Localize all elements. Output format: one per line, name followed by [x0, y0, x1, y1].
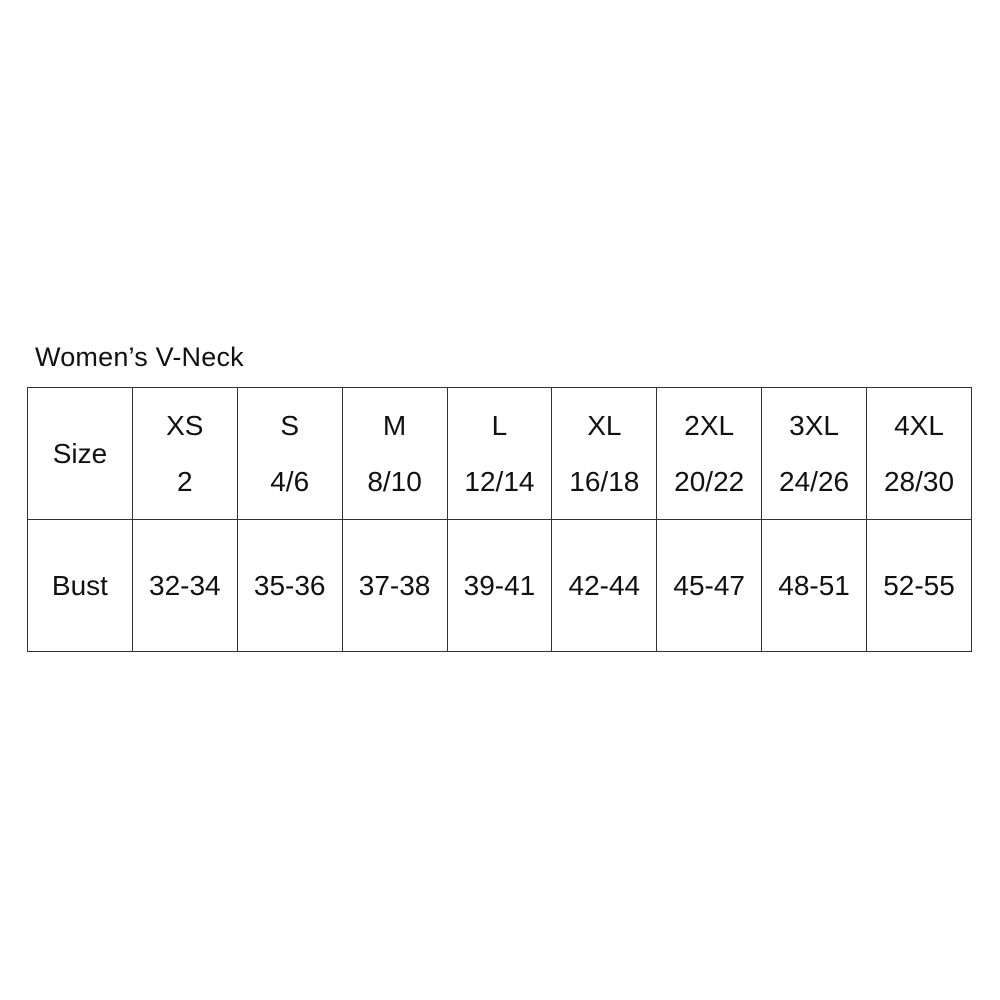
bust-cell-s: 35-36: [236, 519, 343, 652]
size-number: 2: [177, 466, 193, 497]
size-number: 4/6: [270, 466, 310, 497]
size-label: XL: [587, 410, 622, 441]
chart-title: Women’s V-Neck: [35, 342, 244, 372]
size-label: M: [382, 410, 407, 441]
size-cell-s: S 4/6: [236, 387, 343, 520]
bust-cell-4xl: 52-55: [866, 519, 972, 652]
size-chart-table: Size XS 2 S 4/6 M 8/10 L 12/14 XL 16/18: [27, 387, 972, 652]
size-label: L: [491, 410, 508, 441]
size-cell-4xl: 4XL 28/30: [866, 387, 972, 520]
size-label: 2XL: [684, 410, 735, 441]
size-label: XS: [166, 410, 204, 441]
size-number: 16/18: [569, 466, 640, 497]
bust-cell-l: 39-41: [446, 519, 553, 652]
size-cell-xs: XS 2: [131, 387, 238, 520]
bust-cell-m: 37-38: [341, 519, 448, 652]
size-cell-m: M 8/10: [341, 387, 448, 520]
size-label: S: [280, 410, 300, 441]
bust-row: Bust 32-34 35-36 37-38 39-41 42-44 45-47…: [27, 519, 972, 652]
row-header-bust: Bust: [27, 519, 133, 652]
size-number: 20/22: [674, 466, 745, 497]
size-row: Size XS 2 S 4/6 M 8/10 L 12/14 XL 16/18: [27, 387, 972, 520]
size-label: 4XL: [894, 410, 944, 441]
size-number: 8/10: [367, 466, 422, 497]
size-number: 12/14: [464, 466, 535, 497]
bust-cell-xl: 42-44: [551, 519, 658, 652]
size-number: 24/26: [779, 466, 850, 497]
size-cell-3xl: 3XL 24/26: [761, 387, 867, 520]
size-cell-xl: XL 16/18: [551, 387, 658, 520]
size-cell-2xl: 2XL 20/22: [656, 387, 763, 520]
row-header-size: Size: [27, 387, 133, 520]
size-label: 3XL: [789, 410, 839, 441]
size-cell-l: L 12/14: [446, 387, 553, 520]
bust-cell-xs: 32-34: [131, 519, 238, 652]
size-number: 28/30: [883, 466, 955, 497]
bust-cell-3xl: 48-51: [761, 519, 867, 652]
bust-cell-2xl: 45-47: [656, 519, 763, 652]
